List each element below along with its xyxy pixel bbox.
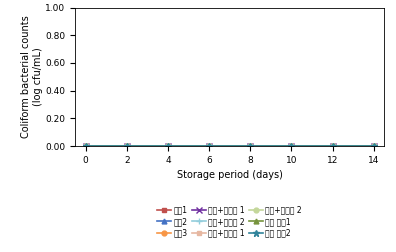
백미2 — [248, 145, 253, 148]
백미+소맦분 2 — [83, 145, 88, 148]
백미+소맥분 1 — [124, 145, 129, 148]
백미1 — [207, 145, 211, 148]
기타 재렄2 — [166, 145, 170, 148]
백미+소맦분 2 — [371, 145, 376, 148]
백미+소맦분 2 — [124, 145, 129, 148]
백미3 — [248, 145, 253, 148]
백미3 — [207, 145, 211, 148]
Line: 백미+전분당 1: 백미+전분당 1 — [83, 144, 376, 149]
백미+전분당 2 — [248, 145, 253, 148]
백미+전분당 1 — [289, 145, 294, 148]
백미+소맥분 1 — [207, 145, 211, 148]
백미2 — [124, 145, 129, 148]
백미+소맦분 2 — [330, 145, 335, 148]
백미+소맥분 1 — [166, 145, 170, 148]
백미+전분당 1 — [207, 145, 211, 148]
백미+소맦분 2 — [289, 145, 294, 148]
백미1 — [330, 145, 335, 148]
Line: 백미+전분당 2: 백미+전분당 2 — [83, 144, 376, 149]
기타 재렄1 — [166, 145, 170, 148]
백미+소맦분 2 — [207, 145, 211, 148]
X-axis label: Storage period (days): Storage period (days) — [177, 170, 283, 180]
기타 재렄2 — [207, 145, 211, 148]
백미3 — [124, 145, 129, 148]
백미2 — [289, 145, 294, 148]
Line: 기타 재렄2: 기타 재렄2 — [82, 143, 377, 149]
Line: 백미+소맥분 1: 백미+소맥분 1 — [82, 143, 377, 149]
백미+전분당 2 — [289, 145, 294, 148]
기타 재렄2 — [124, 145, 129, 148]
기타 재렄1 — [124, 145, 129, 148]
기타 재렄1 — [207, 145, 211, 148]
백미+소맥분 1 — [330, 145, 335, 148]
백미1 — [248, 145, 253, 148]
백미2 — [371, 145, 376, 148]
백미1 — [371, 145, 376, 148]
기타 재렄1 — [371, 145, 376, 148]
Line: 백미1: 백미1 — [83, 144, 376, 149]
백미+전분당 1 — [371, 145, 376, 148]
Legend: 백미1, 백미2, 백미3, 백미+소맥분 1, 백미+소맦분 2, 백미+전분당 1, 백미+전분당 2, 기타 재렄1, 기타 재렄2: 백미1, 백미2, 백미3, 백미+소맥분 1, 백미+소맦분 2, 백미+전분… — [154, 203, 305, 240]
백미1 — [166, 145, 170, 148]
백미+소맦분 2 — [248, 145, 253, 148]
백미2 — [166, 145, 170, 148]
기타 재렄2 — [248, 145, 253, 148]
Line: 백미3: 백미3 — [83, 144, 376, 149]
백미+전분당 1 — [248, 145, 253, 148]
백미1 — [289, 145, 294, 148]
백미+전분당 2 — [330, 145, 335, 148]
백미+전분당 2 — [207, 145, 211, 148]
백미+전분당 2 — [124, 145, 129, 148]
백미+소맥분 1 — [371, 145, 376, 148]
Line: 백미+소맦분 2: 백미+소맦분 2 — [82, 143, 377, 149]
백미1 — [124, 145, 129, 148]
기타 재렄1 — [83, 145, 88, 148]
백미3 — [330, 145, 335, 148]
기타 재렄1 — [248, 145, 253, 148]
기타 재렄2 — [83, 145, 88, 148]
기타 재렄1 — [330, 145, 335, 148]
기타 재렄1 — [289, 145, 294, 148]
백미+소맥분 1 — [248, 145, 253, 148]
백미3 — [166, 145, 170, 148]
기타 재렄2 — [289, 145, 294, 148]
Line: 기타 재렄1: 기타 재렄1 — [83, 144, 376, 149]
백미3 — [371, 145, 376, 148]
백미+전분당 2 — [83, 145, 88, 148]
Y-axis label: Coliform bacterial counts
(log cfu/mL): Coliform bacterial counts (log cfu/mL) — [21, 15, 43, 138]
백미+전분당 1 — [124, 145, 129, 148]
백미+소맥분 1 — [83, 145, 88, 148]
백미3 — [83, 145, 88, 148]
백미3 — [289, 145, 294, 148]
백미2 — [207, 145, 211, 148]
백미+전분당 1 — [83, 145, 88, 148]
백미+전분당 1 — [330, 145, 335, 148]
Line: 백미2: 백미2 — [83, 144, 376, 149]
백미+전분당 1 — [166, 145, 170, 148]
기타 재렄2 — [330, 145, 335, 148]
백미+전분당 2 — [166, 145, 170, 148]
백미+소맥분 1 — [289, 145, 294, 148]
백미2 — [330, 145, 335, 148]
기타 재렄2 — [371, 145, 376, 148]
백미+소맦분 2 — [166, 145, 170, 148]
백미1 — [83, 145, 88, 148]
백미2 — [83, 145, 88, 148]
백미+전분당 2 — [371, 145, 376, 148]
